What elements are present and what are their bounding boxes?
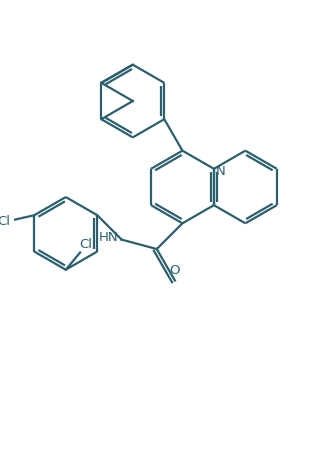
Text: Cl: Cl: [0, 215, 10, 228]
Text: Cl: Cl: [79, 238, 92, 251]
Text: HN: HN: [99, 231, 118, 244]
Text: O: O: [170, 265, 180, 278]
Text: N: N: [216, 165, 226, 178]
